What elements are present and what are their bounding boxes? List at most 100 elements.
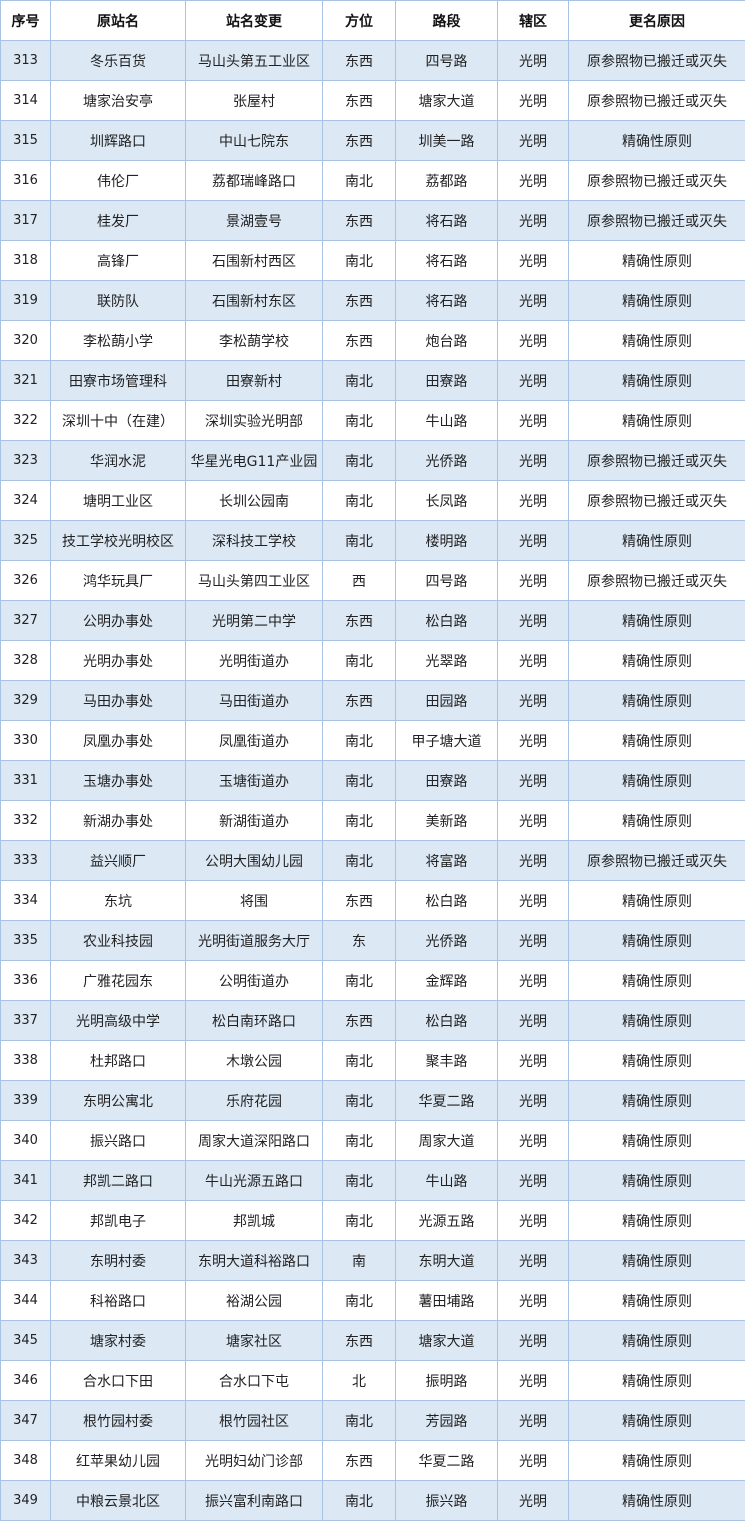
table-cell: 光明高级中学	[50, 1000, 186, 1041]
table-cell: 317	[0, 200, 51, 241]
table-cell: 316	[0, 160, 51, 201]
table-row: 336 广雅花园东 公明街道办 南北 金辉路 光明 精确性原则	[0, 960, 745, 1001]
table-cell: 科裕路口	[50, 1280, 186, 1321]
table-cell: 周家大道深阳路口	[185, 1120, 323, 1161]
table-cell: 光明	[497, 480, 569, 521]
header-cell: 站名变更	[185, 0, 323, 41]
table-row: 326 鸿华玩具厂 马山头第四工业区西四号路 光明 原参照物已搬迁或灭失	[0, 560, 745, 601]
table-cell: 邦凯城	[185, 1200, 323, 1241]
table-cell: 华润水泥	[50, 440, 186, 481]
table-cell: 340	[0, 1120, 51, 1161]
table-cell: 东明大道	[395, 1240, 498, 1281]
table-cell: 高锋厂	[50, 240, 186, 281]
table-cell: 光明	[497, 440, 569, 481]
table-cell: 精确性原则	[568, 920, 745, 961]
table-row: 328 光明办事处 光明街道办 南北 光翠路 光明 精确性原则	[0, 640, 745, 681]
table-row: 316 伟伦厂 荔都瑞峰路口 南北 荔都路 光明 原参照物已搬迁或灭失	[0, 160, 745, 201]
table-cell: 光明	[497, 760, 569, 801]
table-cell: 深科技工学校	[185, 520, 323, 561]
table-cell: 原参照物已搬迁或灭失	[568, 200, 745, 241]
table-cell: 338	[0, 1040, 51, 1081]
table-cell: 精确性原则	[568, 240, 745, 281]
table-cell: 339	[0, 1080, 51, 1121]
table-cell: 精确性原则	[568, 1000, 745, 1041]
table-cell: 320	[0, 320, 51, 361]
table-cell: 精确性原则	[568, 1280, 745, 1321]
table-cell: 光明	[497, 1000, 569, 1041]
table-row: 332 新湖办事处 新湖街道办 南北 美新路 光明 精确性原则	[0, 800, 745, 841]
table-cell: 精确性原则	[568, 520, 745, 561]
table-cell: 光明	[497, 1480, 569, 1521]
table-cell: 335	[0, 920, 51, 961]
table-cell: 将富路	[395, 840, 498, 881]
table-cell: 光明办事处	[50, 640, 186, 681]
table-cell: 长凤路	[395, 480, 498, 521]
header-row: 序号 原站名 站名变更 方位 路段 辖区 更名原因	[0, 0, 745, 41]
table-cell: 光明	[497, 1120, 569, 1161]
table-cell: 315	[0, 120, 51, 161]
table-row: 347 根竹园村委 根竹园社区 南北 芳园路 光明 精确性原则	[0, 1400, 745, 1441]
table-row: 329 马田办事处 马田街道办 东西 田园路 光明 精确性原则	[0, 680, 745, 721]
table-body: 313 冬乐百货 马山头第五工业区 东西 四号路 光明 原参照物已搬迁或灭失 314 塘家治安亭…	[0, 40, 745, 1521]
table-cell: 南北	[322, 1160, 396, 1201]
table-cell: 凤凰办事处	[50, 720, 186, 761]
table-cell: 330	[0, 720, 51, 761]
table-row: 335 农业科技园 光明街道服务大厅东光侨路 光明 精确性原则	[0, 920, 745, 961]
table-cell: 石围新村西区	[185, 240, 323, 281]
table-cell: 精确性原则	[568, 400, 745, 441]
table-cell: 南	[322, 1240, 396, 1281]
table-cell: 长圳公园南	[185, 480, 323, 521]
table-cell: 光明	[497, 520, 569, 561]
table-row: 339 东明公寓北 乐府花园 南北 华夏二路 光明 精确性原则	[0, 1080, 745, 1121]
table-cell: 327	[0, 600, 51, 641]
table-cell: 精确性原则	[568, 1120, 745, 1161]
table-cell: 根竹园村委	[50, 1400, 186, 1441]
table-cell: 将石路	[395, 280, 498, 321]
table-cell: 光明	[497, 1280, 569, 1321]
table-cell: 北	[322, 1360, 396, 1401]
table-cell: 345	[0, 1320, 51, 1361]
table-cell: 东西	[322, 120, 396, 161]
table-cell: 南北	[322, 360, 396, 401]
table-cell: 349	[0, 1480, 51, 1521]
table-cell: 圳美一路	[395, 120, 498, 161]
table-cell: 东西	[322, 600, 396, 641]
table-cell: 原参照物已搬迁或灭失	[568, 560, 745, 601]
table-row: 342 邦凯电子 邦凯城 南北 光源五路 光明 精确性原则	[0, 1200, 745, 1241]
table-cell: 343	[0, 1240, 51, 1281]
table-cell: 325	[0, 520, 51, 561]
table-cell: 玉塘街道办	[185, 760, 323, 801]
table-cell: 鸿华玩具厂	[50, 560, 186, 601]
table-cell: 精确性原则	[568, 760, 745, 801]
table-row: 338 杜邦路口 木墩公园 南北 聚丰路 光明 精确性原则	[0, 1040, 745, 1081]
table-row: 319 联防队 石围新村东区 东西 将石路 光明 精确性原则	[0, 280, 745, 321]
table-cell: 332	[0, 800, 51, 841]
table-cell: 光明	[497, 400, 569, 441]
table-cell: 精确性原则	[568, 1080, 745, 1121]
table-cell: 光明	[497, 120, 569, 161]
table-row: 331 玉塘办事处 玉塘街道办 南北 田寮路 光明 精确性原则	[0, 760, 745, 801]
table-cell: 公明街道办	[185, 960, 323, 1001]
table-cell: 南北	[322, 1120, 396, 1161]
table-cell: 光明	[497, 640, 569, 681]
table-cell: 塘家大道	[395, 80, 498, 121]
table-cell: 精确性原则	[568, 120, 745, 161]
table-cell: 原参照物已搬迁或灭失	[568, 840, 745, 881]
table-cell: 甲子塘大道	[395, 720, 498, 761]
table-cell: 田园路	[395, 680, 498, 721]
table-cell: 塘家社区	[185, 1320, 323, 1361]
table-cell: 原参照物已搬迁或灭失	[568, 40, 745, 81]
table-cell: 精确性原则	[568, 1360, 745, 1401]
table-cell: 336	[0, 960, 51, 1001]
table-cell: 光明	[497, 280, 569, 321]
table-cell: 将石路	[395, 200, 498, 241]
table-row: 317 桂发厂 景湖壹号 东西 将石路 光明 原参照物已搬迁或灭失	[0, 200, 745, 241]
table-cell: 光明	[497, 1200, 569, 1241]
table-cell: 田寮路	[395, 360, 498, 401]
table-row: 323 华润水泥 华星光电G11产业园 南北 光侨路 光明 原参照物已搬迁或灭失	[0, 440, 745, 481]
table-cell: 光明妇幼门诊部	[185, 1440, 323, 1481]
table-cell: 光明	[497, 1040, 569, 1081]
table-cell: 东西	[322, 1440, 396, 1481]
table-cell: 振明路	[395, 1360, 498, 1401]
